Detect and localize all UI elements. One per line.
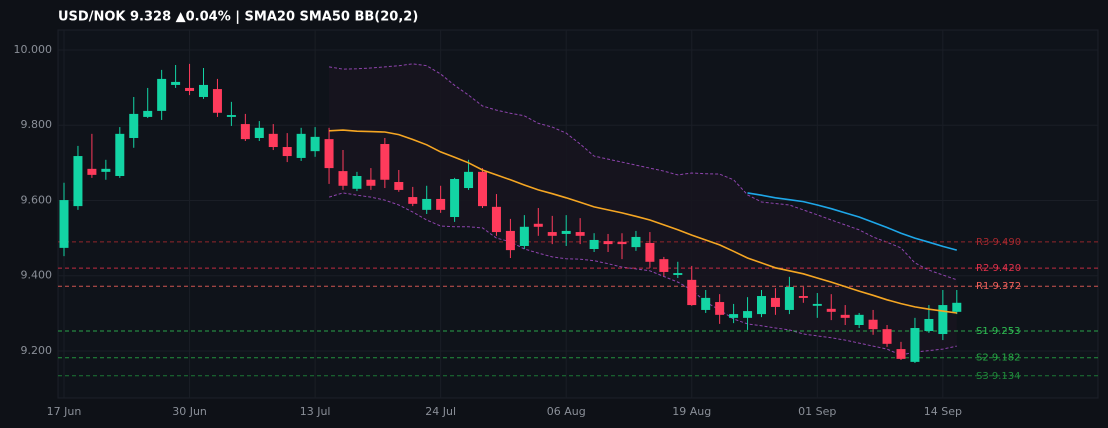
candle-body <box>798 296 808 298</box>
x-tick-label: 30 Jun <box>172 405 207 418</box>
candle-body <box>129 113 139 138</box>
y-tick-label: 9.200 <box>21 344 53 357</box>
candle-body <box>854 314 864 326</box>
candle-body <box>408 197 418 204</box>
level-label: R3 9.490 <box>976 237 1021 248</box>
y-tick-label: 10.000 <box>14 43 53 56</box>
candle-body <box>673 273 683 275</box>
x-tick-label: 01 Sep <box>798 405 836 418</box>
candle-body <box>631 236 641 248</box>
candle-body <box>157 78 167 111</box>
candle-body <box>575 232 585 236</box>
y-tick-label: 9.600 <box>21 193 53 206</box>
candle-body <box>924 318 934 332</box>
candle-body <box>143 110 153 117</box>
candle-body <box>645 242 655 262</box>
candle-body <box>185 87 195 91</box>
y-tick-label: 9.800 <box>21 118 53 131</box>
x-tick-label: 19 Aug <box>672 405 711 418</box>
candle-body <box>394 182 404 190</box>
candle-body <box>910 328 920 362</box>
candle-body <box>436 198 446 210</box>
level-label: S2 9.182 <box>976 353 1021 364</box>
candle-body <box>603 241 613 245</box>
candle-body <box>450 179 460 218</box>
candle-body <box>757 296 766 315</box>
candle-body <box>617 241 627 245</box>
candle-body <box>115 133 125 176</box>
candle-body <box>561 230 571 234</box>
candle-body <box>310 136 320 152</box>
candle-body <box>519 226 529 246</box>
candle-body <box>338 171 348 186</box>
candle-body <box>659 259 669 272</box>
candle-body <box>896 349 906 359</box>
chart-title: USD/NOK 9.328 ▲0.04% | SMA20 SMA50 BB(20… <box>58 10 418 25</box>
candle-body <box>268 133 278 148</box>
x-tick-label: 17 Jun <box>47 405 82 418</box>
overlay-line <box>329 129 957 314</box>
candle-body <box>826 308 836 312</box>
candle-body <box>296 133 306 158</box>
x-tick-label: 06 Aug <box>547 405 586 418</box>
candle-body <box>212 89 222 113</box>
candle-body <box>505 230 515 251</box>
candle-body <box>87 168 97 175</box>
candle-body <box>547 232 557 236</box>
candle-body <box>533 223 543 227</box>
candle-body <box>226 115 236 117</box>
candle-body <box>952 302 962 312</box>
candle-body <box>589 239 599 249</box>
candle-body <box>729 314 739 318</box>
candle-body <box>812 303 822 306</box>
candle-body <box>840 314 850 318</box>
x-tick-label: 24 Jul <box>425 405 456 418</box>
band-fill <box>329 63 957 356</box>
candle-body <box>380 144 390 180</box>
candle-body <box>868 319 878 330</box>
level-label: S3 9.134 <box>976 371 1021 382</box>
candle-body <box>422 198 432 210</box>
level-label: R2 9.420 <box>976 263 1021 274</box>
x-tick-label: 14 Sep <box>924 405 962 418</box>
band-lower <box>328 192 957 356</box>
level-label: S1 9.253 <box>976 326 1021 337</box>
candle-body <box>254 127 264 138</box>
candle-body <box>352 175 362 189</box>
candle-body <box>199 84 208 97</box>
candle-body <box>715 302 725 315</box>
candle-body <box>701 297 711 310</box>
candle-body <box>770 297 780 307</box>
candle-body <box>324 139 334 169</box>
candle-body <box>464 171 474 189</box>
candle-body <box>282 147 292 157</box>
level-label: R1 9.372 <box>976 281 1021 292</box>
candle-body <box>743 311 753 318</box>
candle-body <box>73 156 83 207</box>
candle-body <box>101 168 111 172</box>
candle-body <box>240 124 250 140</box>
candle-body <box>882 329 892 344</box>
y-tick-label: 9.400 <box>21 269 53 282</box>
band-upper <box>329 63 957 281</box>
overlay-line <box>747 192 958 251</box>
candle-body <box>784 286 794 310</box>
candle-body <box>59 200 69 248</box>
candle-body <box>171 81 181 85</box>
candle-body <box>491 206 501 233</box>
x-tick-label: 13 Jul <box>300 405 331 418</box>
candle-body <box>478 171 487 207</box>
candle-body <box>366 179 376 186</box>
candle-body <box>938 305 948 335</box>
candle-body <box>687 279 697 306</box>
